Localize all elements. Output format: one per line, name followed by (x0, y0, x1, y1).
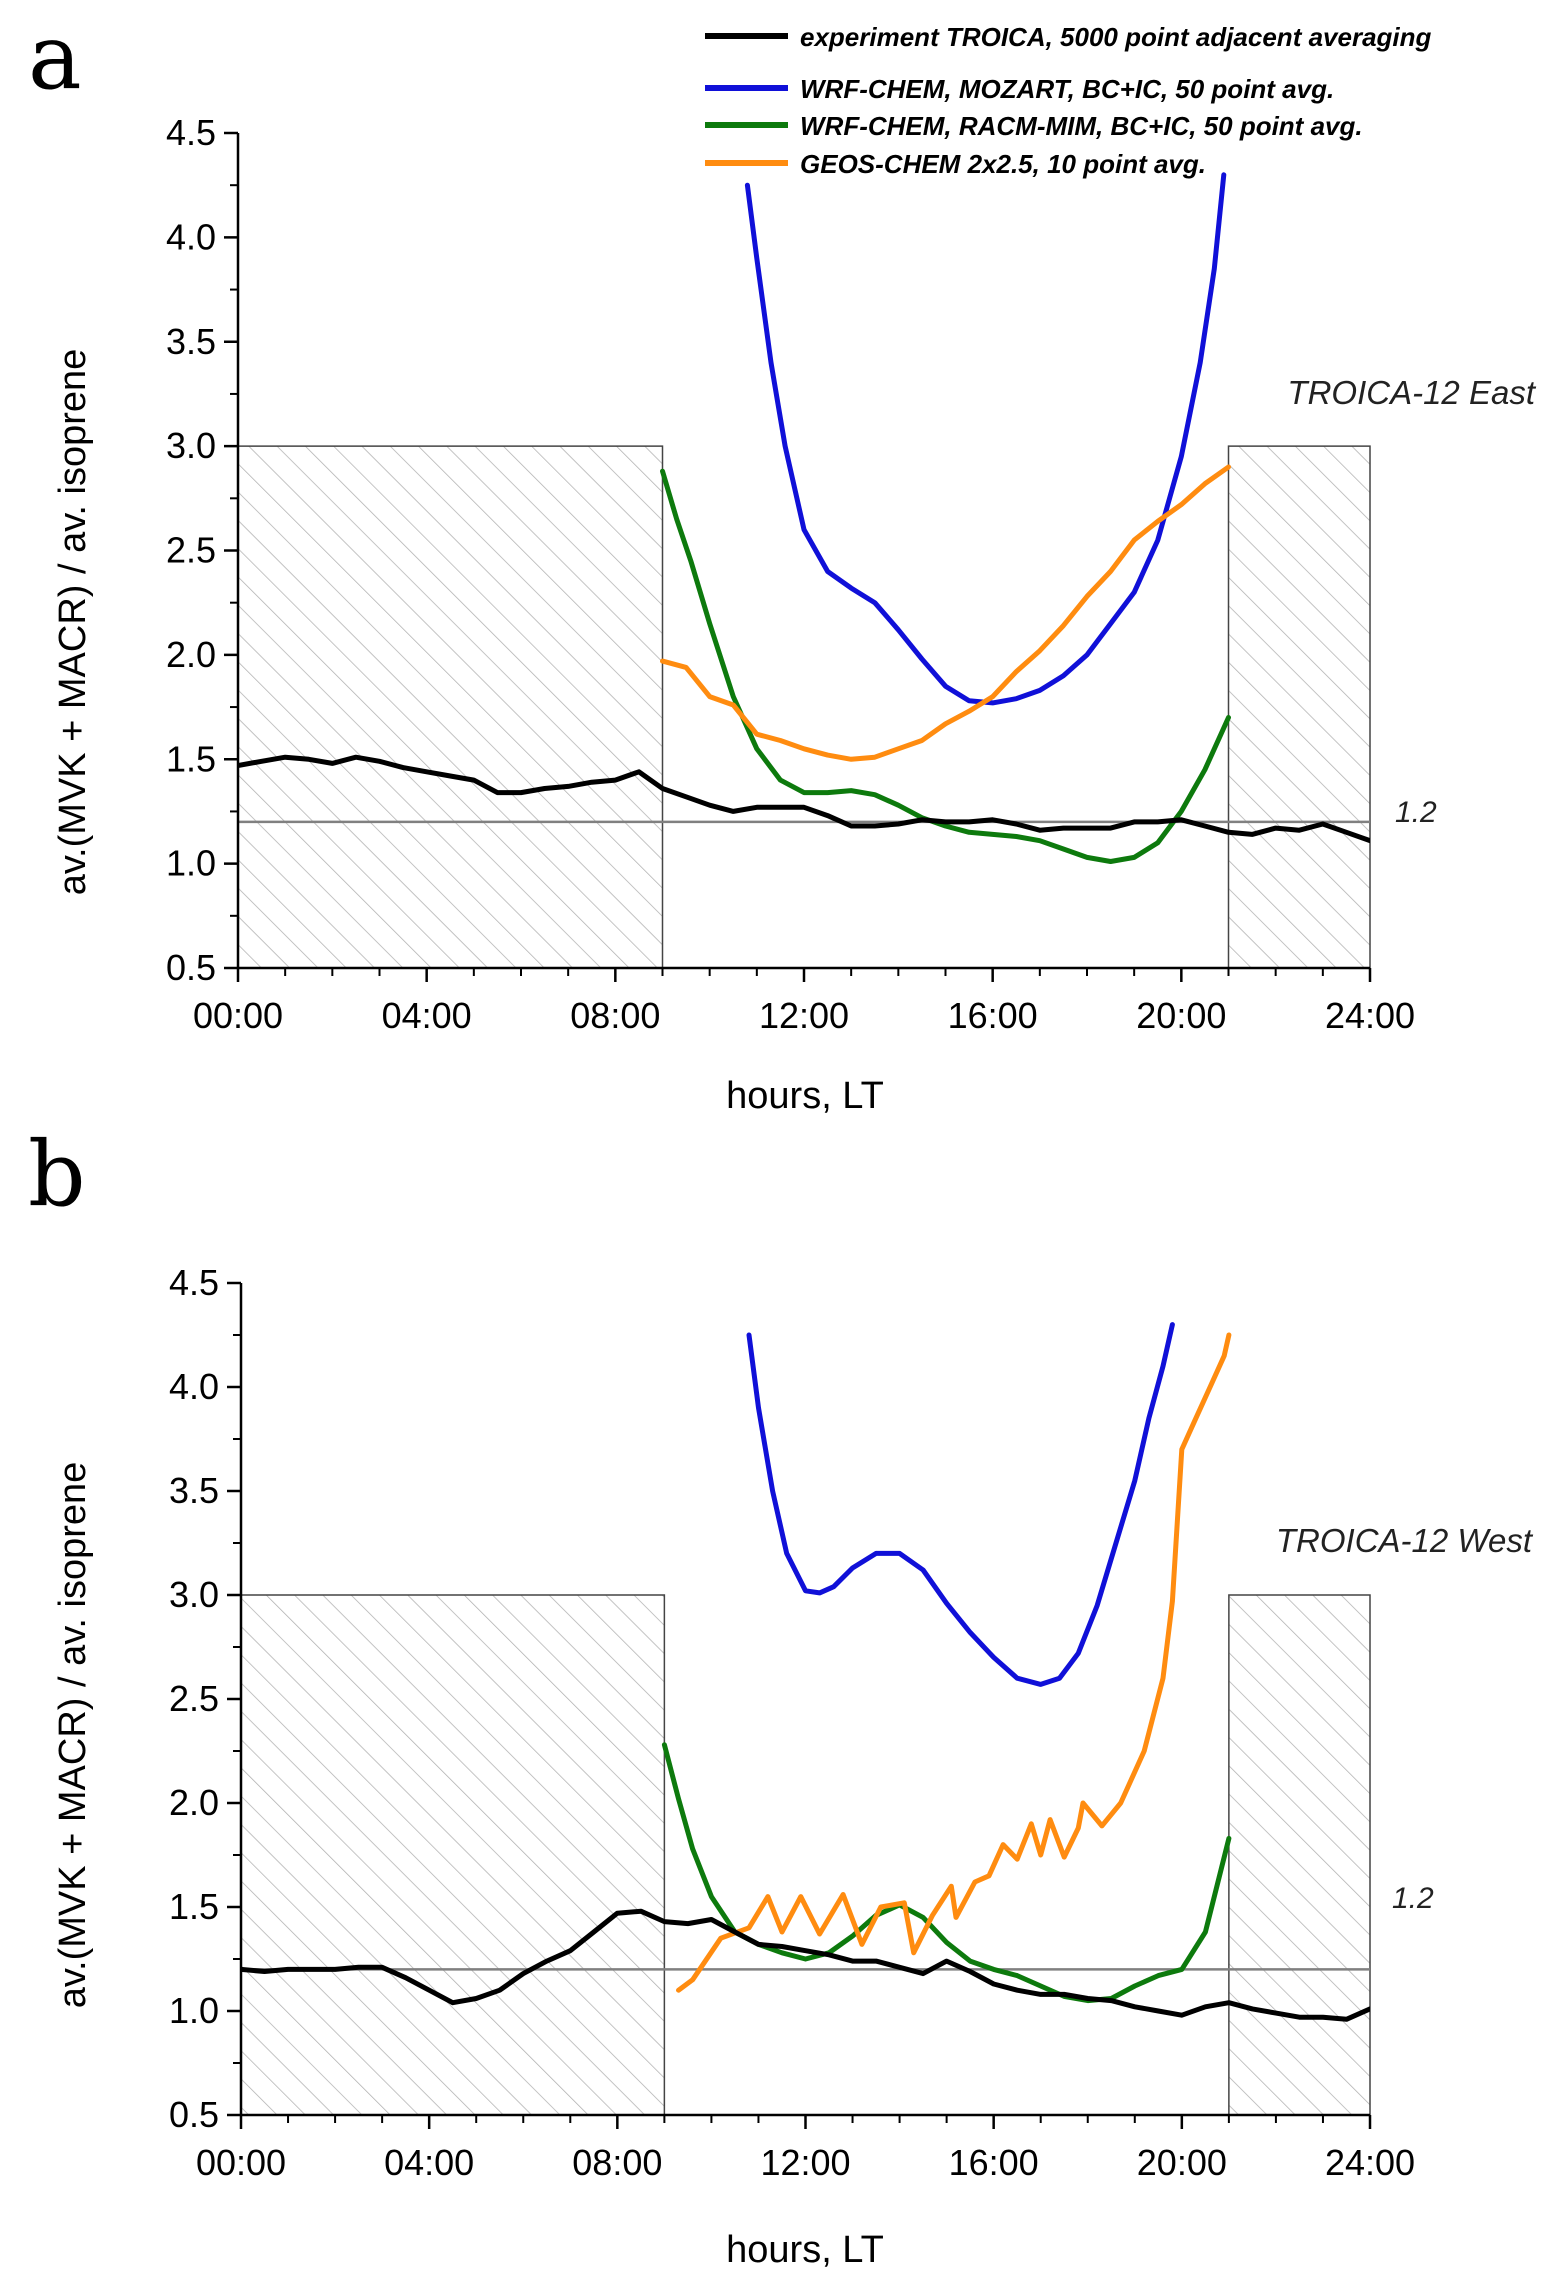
y-tick-label-b: 2.0 (169, 1782, 219, 1823)
x-tick-label-a: 00:00 (193, 995, 283, 1036)
x-tick-label-b: 04:00 (384, 2142, 474, 2183)
axes-a: 0.5 1.0 1.5 2.0 2.5 3.0 3.5 4.0 4.5 00:00 04:00 08:… (166, 112, 1415, 1036)
legend: experiment TROICA, 5000 point adjacent a… (705, 22, 1432, 179)
y-tick-label-b: 2.5 (169, 1678, 219, 1719)
x-tick-label-a: 24:00 (1325, 995, 1415, 1036)
x-axis-title-b: hours, LT (726, 2229, 884, 2271)
site-annotation-b: TROICA-12 West (1276, 1522, 1534, 1559)
series-line-b-wrf-chem-mozart-bc-ic-50-point-avg (746, 1322, 1175, 1687)
panel-letter-b: b (28, 1122, 86, 1227)
y-axis-title-a: av.(MVK + MACR) / av. isoprene (52, 349, 94, 896)
series-line-a-wrf-chem-mozart-bc-ic-50-point-avg (744, 172, 1227, 706)
x-tick-label-a: 16:00 (948, 995, 1038, 1036)
y-tick-label-b: 0.5 (169, 2094, 219, 2135)
y-tick-label-b: 1.0 (169, 1990, 219, 2031)
series-line-a-geos-chem-2x2-5-10-point-avg (660, 464, 1231, 762)
shaded-region-b-0 (240, 1594, 666, 2116)
legend-label-wrf-mozart: WRF-CHEM, MOZART, BC+IC, 50 point avg. (800, 74, 1334, 104)
y-tick-label-b: 3.0 (169, 1574, 219, 1615)
series-group-a (238, 172, 1370, 864)
y-tick-label-b: 3.5 (169, 1470, 219, 1511)
shaded-region-a-1 (1227, 445, 1371, 969)
x-tick-label-a: 20:00 (1136, 995, 1226, 1036)
y-axis-title-b: av.(MVK + MACR) / av. isoprene (52, 1462, 94, 2009)
x-axis-title-a: hours, LT (726, 1075, 884, 1117)
y-tick-label-a: 2.5 (166, 530, 216, 571)
reference-label-a: 1.2 (1395, 796, 1437, 829)
y-tick-label-a: 0.5 (166, 947, 216, 988)
y-tick-label-b: 4.5 (169, 1262, 219, 1303)
x-tick-label-b: 12:00 (760, 2142, 850, 2183)
series-group-b (241, 1322, 1370, 2022)
x-tick-label-a: 08:00 (570, 995, 660, 1036)
y-tick-label-a: 4.5 (166, 112, 216, 153)
x-tick-label-b: 00:00 (196, 2142, 286, 2183)
panel-letter-a: a (28, 5, 82, 110)
legend-label-geos: GEOS-CHEM 2x2.5, 10 point avg. (800, 149, 1206, 179)
series-line-b-experiment-troica-5000-point-adjacent-averaging (241, 1908, 1370, 2022)
x-tick-label-b: 08:00 (572, 2142, 662, 2183)
reference-label-b: 1.2 (1392, 1882, 1434, 1915)
y-tick-label-b: 1.5 (169, 1886, 219, 1927)
x-tick-label-a: 04:00 (382, 995, 472, 1036)
chart-panel-b: b 0.51.01.52.02.53.03.54.04.500:00 04:00 0… (28, 1122, 1534, 2271)
site-annotation-a: TROICA-12 East (1287, 374, 1536, 411)
y-tick-label-a: 1.0 (166, 843, 216, 884)
axes-b: 0.5 1.0 1.5 2.0 2.5 3.0 3.5 4.0 4.5 00:00 04:00 08:… (169, 1262, 1415, 2183)
shaded-region-a-0 (237, 445, 664, 969)
x-tick-label-b: 20:00 (1137, 2142, 1227, 2183)
series-line-a-experiment-troica-5000-point-adjacent-averaging (238, 754, 1370, 844)
y-tick-label-a: 3.0 (166, 425, 216, 466)
x-tick-label-a: 12:00 (759, 995, 849, 1036)
x-tick-label-b: 16:00 (949, 2142, 1039, 2183)
legend-label-experiment: experiment TROICA, 5000 point adjacent a… (800, 22, 1432, 52)
plot-area-a (237, 445, 1371, 969)
shaded-region-b-1 (1228, 1594, 1371, 2116)
y-tick-label-a: 2.0 (166, 634, 216, 675)
series-line-b-geos-chem-2x2-5-10-point-avg (676, 1332, 1232, 1993)
legend-label-wrf-racm: WRF-CHEM, RACM-MIM, BC+IC, 50 point avg. (800, 111, 1363, 141)
x-tick-label-b: 24:00 (1325, 2142, 1415, 2183)
y-tick-label-a: 3.5 (166, 321, 216, 362)
chart-panel-a: a 0.51.01.52.02.53.03.54.04.500:00 04:00 0… (28, 5, 1537, 1117)
plot-area-b (240, 1594, 1371, 2116)
y-tick-label-a: 1.5 (166, 738, 216, 779)
y-tick-label-a: 4.0 (166, 216, 216, 257)
y-tick-label-b: 4.0 (169, 1366, 219, 1407)
